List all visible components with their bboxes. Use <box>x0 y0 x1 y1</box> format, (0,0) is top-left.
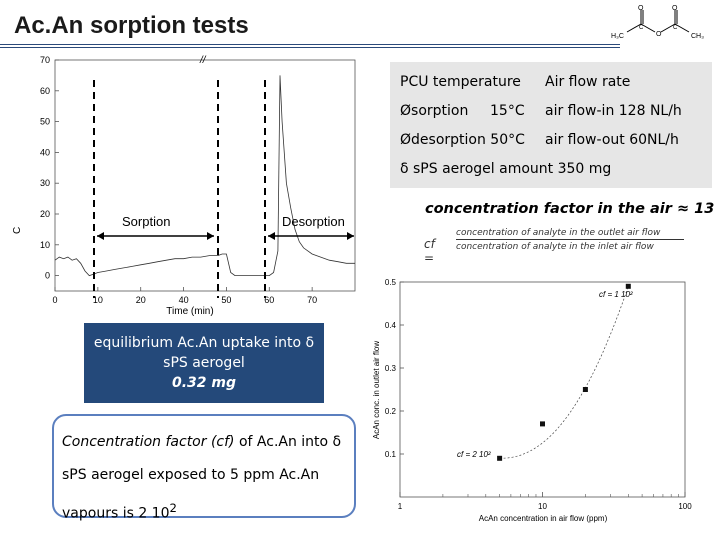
time-concentration-chart: 0 10 20 40 50 60 70 0 10 20 30 40 50 60 70 // Time (m… <box>12 55 356 317</box>
desorption-label: Ødesorption 50°C <box>400 132 525 148</box>
chart1-series-line <box>54 75 355 277</box>
svg-text:O: O <box>638 5 644 12</box>
svg-text:O: O <box>656 31 662 38</box>
chart1-xtick-label: 10 <box>93 295 103 305</box>
chart2-xlabel: AcAn concentration in air flow (ppm) <box>479 514 608 523</box>
chart2-frame <box>399 281 686 498</box>
chart1-xlabel: Time (min) <box>166 306 213 317</box>
chart2-xtick-label: 10 <box>538 502 547 511</box>
svg-text:C: C <box>639 25 644 31</box>
chart2-ylabel: AcAn conc. in outlet air flow <box>372 341 381 439</box>
cf-box-line2: sPS aerogel exposed to 5 ppm Ac.An <box>62 467 320 483</box>
chart1-xtick-label: 40 <box>179 295 189 305</box>
chart2-xtick-label: 100 <box>678 502 692 511</box>
chart2-ytick-label: 0.4 <box>385 321 397 330</box>
cf-formula-denominator: concentration of analyte in the inlet ai… <box>456 242 654 252</box>
cf-annotation-low: cf = 2 10² <box>457 450 491 459</box>
title-rule <box>0 44 620 45</box>
chart1-ylabel: C <box>12 227 23 234</box>
chart1-ytick-label: 60 <box>40 86 50 96</box>
title-rule-secondary <box>0 47 620 48</box>
uptake-value: 0.32 mg <box>171 375 237 391</box>
chart2-fit-curve <box>499 286 629 459</box>
chart1-frame <box>54 59 356 292</box>
chart1-ytick-label: 50 <box>40 117 50 127</box>
cf-scatter-chart: 1 10 100 0.1 0.2 0.3 0.4 0.5 cf = 2 10² cf = 1… <box>372 278 692 523</box>
chart2-ytick-label: 0.1 <box>385 450 397 459</box>
uptake-line2: sPS aerogel <box>163 355 245 371</box>
cf-summary-box: Concentration factor (cf) of Ac.An into … <box>52 414 356 522</box>
chart1-ytick-label: 70 <box>40 55 50 65</box>
chart1-xtick-label: 70 <box>307 295 317 305</box>
sorption-label: Øsorption <box>400 103 469 119</box>
chart2-ytick-label: 0.2 <box>385 407 397 416</box>
aerogel-amount: δ sPS aerogel amount 350 mg <box>400 161 612 177</box>
axis-break-mark: // <box>199 55 207 66</box>
info-panel <box>390 62 712 188</box>
cf-annotation-high: cf = 1 10² <box>599 290 633 299</box>
air-flow-rate-label: Air flow rate <box>545 74 631 90</box>
cf-heading: concentration factor in the air ≈ 13 <box>425 201 715 217</box>
chart1-xtick-label: 50 <box>221 295 231 305</box>
svg-text:CH₃: CH₃ <box>691 33 704 40</box>
chart1-ytick-label: 0 <box>45 271 50 281</box>
sorption-temperature: 15°C <box>490 103 525 119</box>
chart2-ytick-label: 0.5 <box>385 278 397 287</box>
air-flow-in: air flow-in 128 NL/h <box>545 103 682 119</box>
chart1-xtick-label: 60 <box>264 295 274 305</box>
desorption-phase-label: Desorption <box>282 214 345 229</box>
svg-text:O: O <box>672 5 678 12</box>
acetic-anhydride-structure: O O C C O H₃C CH₃ <box>611 5 704 40</box>
chart1-ytick-label: 40 <box>40 147 50 157</box>
slide-title: Ac.An sorption tests <box>14 12 249 39</box>
chart1-xtick-label: 20 <box>136 295 146 305</box>
chart2-point <box>497 455 503 461</box>
uptake-summary-box: equilibrium Ac.An uptake into δ sPS aero… <box>84 323 324 403</box>
cf-formula-lhs: cf = <box>424 237 435 265</box>
chart1-ytick-label: 20 <box>40 209 50 219</box>
chart2-ytick-label: 0.3 <box>385 364 397 373</box>
chart1-ytick-label: 30 <box>40 178 50 188</box>
svg-text:H₃C: H₃C <box>611 33 624 40</box>
pcu-temperature-label: PCU temperature <box>400 74 521 90</box>
chart1-xtick-label: 0 <box>52 295 57 305</box>
cf-box-line1a: Concentration factor (cf) <box>62 434 235 450</box>
chart2-point <box>582 387 588 392</box>
cf-box-line3: vapours is 2 10 <box>62 505 170 522</box>
cf-formula-numerator: concentration of analyte in the outlet a… <box>456 228 661 238</box>
chart2-point <box>625 283 631 289</box>
sorption-phase-label: Sorption <box>122 214 170 229</box>
air-flow-out: air flow-out 60NL/h <box>545 132 679 148</box>
cf-box-line3-sup: 2 <box>169 501 177 515</box>
chart2-point <box>540 421 545 427</box>
chart2-xtick-label: 1 <box>398 502 403 511</box>
cf-box-line1b: of Ac.An into δ <box>234 434 342 450</box>
uptake-line1: equilibrium Ac.An uptake into δ <box>93 335 315 351</box>
chart1-ytick-label: 10 <box>40 240 50 250</box>
svg-text:C: C <box>673 25 678 31</box>
